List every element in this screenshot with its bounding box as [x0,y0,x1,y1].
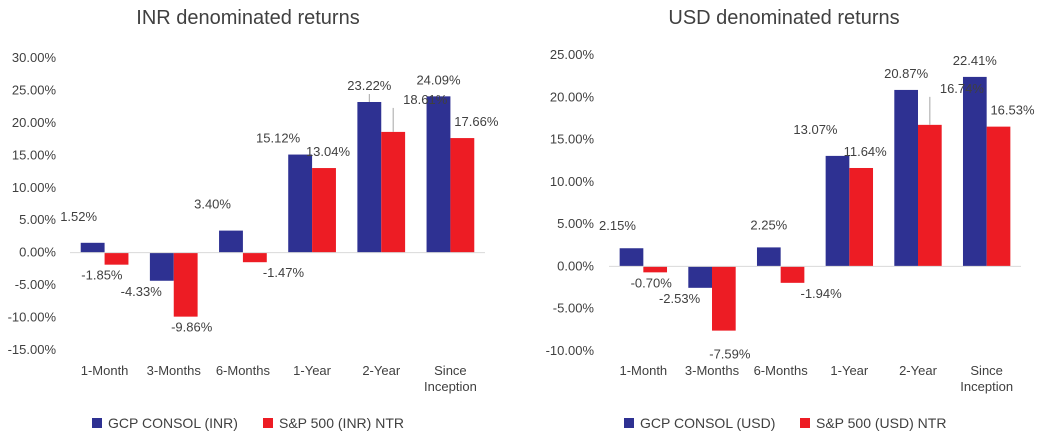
y-tick-label: -10.00% [8,310,57,325]
category-label: 6-Months [754,363,809,378]
bar-sp500 [849,167,874,267]
data-label: 18.61% [403,92,448,107]
category-label: Since [434,363,467,378]
bar-gcp [962,76,987,267]
y-tick-label: -5.00% [553,301,595,316]
y-tick-label: 5.00% [557,216,594,231]
y-tick-label: 15.00% [12,147,57,162]
category-label: 2-Year [899,363,937,378]
y-tick-label: -5.00% [15,277,57,292]
bar-sp500 [312,168,336,253]
data-label: -7.59% [709,347,751,362]
category-label: 1-Year [293,363,331,378]
category-label: Since [970,363,1003,378]
data-label: 24.09% [416,72,461,87]
bar-sp500 [986,126,1011,267]
legend-swatch [624,418,634,428]
chart-title: INR denominated returns [136,7,359,29]
bar-sp500 [712,266,736,331]
legend-entry: GCP CONSOL (INR) [108,415,238,431]
category-label: 2-Year [362,363,400,378]
data-label: -1.94% [801,286,843,301]
chart-usd-svg: USD denominated returns -10.00% -5.00% 0.00… [546,7,1035,431]
bar-gcp [288,154,313,253]
y-tick-label: 15.00% [550,132,595,147]
legend-entry: S&P 500 (INR) NTR [279,415,404,431]
y-tick-label: 20.00% [12,115,57,130]
bar-gcp [756,247,781,267]
y-tick-label: -10.00% [546,343,595,358]
data-label: 16.74% [940,81,985,96]
bar-gcp [688,266,712,288]
y-tick-label: 5.00% [19,212,56,227]
chart-usd-returns: USD denominated returns -10.00% -5.00% 0.00… [519,0,1039,443]
data-label: 2.25% [750,217,787,232]
chart-title: USD denominated returns [668,7,899,29]
bar-sp500 [643,266,668,273]
bar-sp500 [381,131,406,253]
data-label: 13.04% [306,144,351,159]
data-label: -4.33% [121,284,163,299]
bar-sp500 [450,138,475,253]
bar-gcp [825,155,850,267]
data-label: -0.70% [631,275,673,290]
legend-swatch [92,418,102,428]
data-label: 3.40% [194,197,231,212]
y-tick-label: 10.00% [550,174,595,189]
legend-entry: S&P 500 (USD) NTR [816,415,946,431]
bar-sp500 [173,252,198,317]
category-label: Inception [960,379,1013,394]
legend-entry: GCP CONSOL (USD) [640,415,775,431]
y-tick-label: -15.00% [8,342,57,357]
data-label: -9.86% [171,320,213,335]
data-label: 13.07% [793,122,838,137]
category-label: 6-Months [216,363,271,378]
bar-gcp [894,89,918,267]
bar-gcp [426,96,451,253]
legend-swatch [800,418,810,428]
category-label: 3-Months [685,363,740,378]
data-label: 2.15% [599,218,636,233]
category-label: 1-Month [81,363,129,378]
category-label: Inception [424,379,477,394]
category-label: 1-Month [619,363,667,378]
y-tick-label: 20.00% [550,89,595,104]
category-label: 3-Months [147,363,202,378]
y-tick-label: 25.00% [550,47,595,62]
bar-gcp [149,252,174,281]
y-tick-label: 10.00% [12,180,57,195]
category-label: 1-Year [830,363,868,378]
y-tick-label: 30.00% [12,50,57,65]
y-tick-label: 0.00% [19,245,56,260]
data-label: -2.53% [659,291,701,306]
bar-sp500 [780,266,805,283]
legend-swatch [263,418,273,428]
data-label: 15.12% [256,131,301,146]
data-label: -1.47% [263,265,305,280]
y-tick-label: 0.00% [557,258,594,273]
bar-sp500 [242,252,267,263]
bar-gcp [619,248,644,267]
data-label: 17.66% [454,114,499,129]
data-label: 11.64% [844,144,888,159]
data-label: 22.41% [953,53,998,68]
chart-inr-returns: INR denominated returns -15.00% -10.00% -5.… [0,0,519,443]
data-label: -1.85% [81,268,123,283]
bar-sp500 [918,124,942,267]
data-label: 23.22% [347,78,392,93]
chart-inr-svg: INR denominated returns -15.00% -10.00% -5.… [8,7,499,431]
bar-gcp [357,101,382,253]
data-label: 1.52% [60,209,97,224]
bar-gcp [80,242,105,253]
bar-gcp [219,230,243,253]
data-label: 16.53% [990,103,1035,118]
bar-sp500 [104,252,129,265]
data-label: 20.87% [884,66,929,81]
y-tick-label: 25.00% [12,82,57,97]
